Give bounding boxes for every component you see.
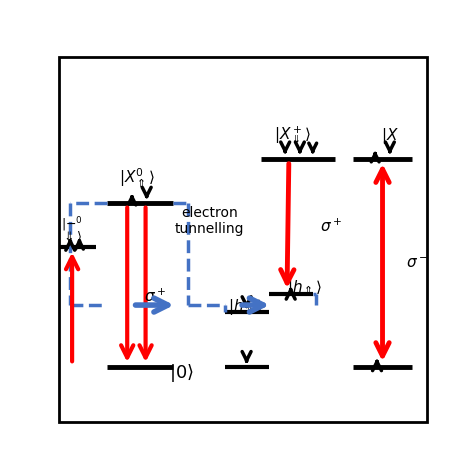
Text: $\sigma^+$: $\sigma^+$ [144,287,166,305]
Text: $\sigma^+$: $\sigma^+$ [320,218,342,235]
Text: $|{-}^0$: $|{-}^0$ [61,215,83,234]
Text: $\Downarrow\rangle$: $\Downarrow\rangle$ [61,230,82,245]
Text: electron
tunnelling: electron tunnelling [175,206,245,236]
Text: $\sigma^-$: $\sigma^-$ [406,255,428,271]
Text: $|0\rangle$: $|0\rangle$ [170,362,194,383]
Text: $|h_{\Downarrow}\rangle$: $|h_{\Downarrow}\rangle$ [228,297,263,317]
Text: $|X^0_{\Uparrow}\rangle$: $|X^0_{\Uparrow}\rangle$ [118,167,154,190]
Text: $|X$: $|X$ [381,126,399,146]
Bar [59,57,427,422]
Text: $|h_{\Uparrow}\rangle$: $|h_{\Uparrow}\rangle$ [287,278,322,298]
Text: $|X^+_{\Downarrow}\rangle$: $|X^+_{\Downarrow}\rangle$ [274,125,311,146]
